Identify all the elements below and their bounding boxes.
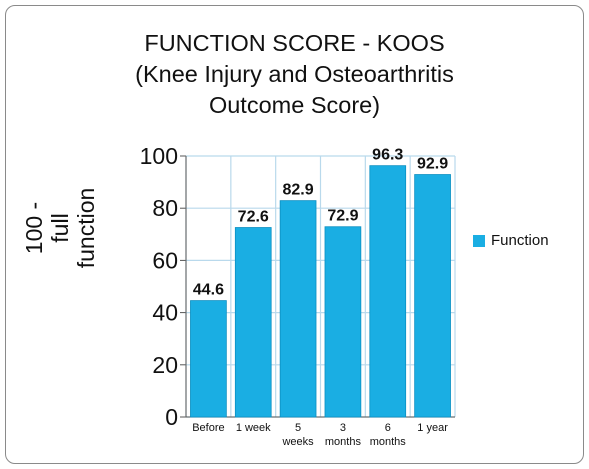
- data-label: 44.6: [193, 282, 224, 299]
- legend-label: Function: [491, 232, 549, 249]
- y-tick-label: 20: [152, 352, 178, 378]
- chart-title-line-2: (Knee Injury and Osteoarthritis: [135, 61, 454, 87]
- x-tick-label: Before: [192, 422, 224, 434]
- y-tick-label: 100: [140, 143, 178, 169]
- data-label: 72.6: [238, 209, 269, 226]
- y-tick-label: 80: [152, 195, 178, 221]
- data-label: 82.9: [283, 182, 314, 199]
- data-label: 92.9: [417, 156, 448, 173]
- legend-swatch: [473, 234, 485, 247]
- y-tick-label: 60: [152, 247, 178, 273]
- y-tick-label: 0: [165, 404, 178, 430]
- x-tick-label: months: [370, 436, 407, 448]
- bar: [324, 226, 362, 418]
- x-tick-label: months: [325, 436, 362, 448]
- x-tick-label: 5: [295, 422, 301, 434]
- x-tick-label: 6: [385, 422, 391, 434]
- chart-title: FUNCTION SCORE - KOOS (Knee Injury and O…: [0, 28, 589, 121]
- bar: [190, 300, 227, 418]
- bar: [234, 227, 272, 418]
- chart-title-line-1: FUNCTION SCORE - KOOS: [144, 30, 445, 56]
- chart-title-line-3: Outcome Score): [208, 92, 381, 118]
- x-tick-label: weeks: [281, 436, 314, 448]
- x-tick-label: 3: [340, 422, 346, 434]
- bar: [414, 174, 451, 418]
- bar: [369, 165, 407, 418]
- x-tick-label: 1 year: [417, 422, 448, 434]
- x-tick-label: 1 week: [236, 422, 271, 434]
- y-tick-label: 40: [152, 300, 178, 326]
- data-label: 96.3: [372, 147, 403, 164]
- bar: [279, 200, 317, 418]
- legend: Function: [473, 232, 549, 249]
- data-label: 72.9: [327, 208, 358, 225]
